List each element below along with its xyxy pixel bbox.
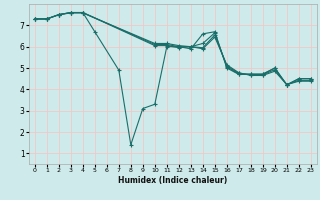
X-axis label: Humidex (Indice chaleur): Humidex (Indice chaleur) [118, 176, 228, 185]
